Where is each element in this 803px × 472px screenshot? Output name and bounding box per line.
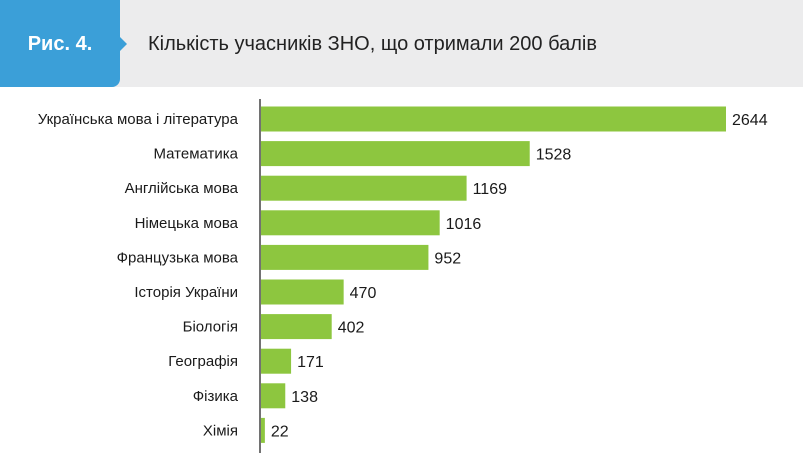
badge-arrow-icon [118,35,127,53]
bar-chart: Українська мова і література 2644 Математи… [38,99,768,453]
value-label: 1169 [473,181,508,198]
value-label: 1528 [536,147,572,164]
bar [261,141,530,167]
bar [261,314,332,340]
category-label: Математика [153,146,238,163]
figure-badge: Рис. 4. [0,0,120,87]
value-label: 171 [297,354,324,371]
bar [261,106,726,132]
bar [261,210,440,236]
figure-header: Рис. 4. Кількість учасників ЗНО, що отри… [0,0,803,87]
category-label: Фізика [193,388,239,405]
bar [261,348,292,374]
category-label: Французька мова [117,249,239,266]
figure-label: Рис. 4. [27,33,93,55]
value-label: 22 [271,423,289,440]
bar [261,383,286,409]
value-label: 402 [338,320,365,337]
category-label: Англійська мова [125,180,239,197]
value-label: 952 [434,250,461,267]
bar [261,279,344,305]
figure-title: Кількість учасників ЗНО, що отримали 200… [148,33,597,55]
category-label: Біологія [183,319,238,336]
value-label: 1016 [446,216,482,233]
bar [261,417,265,443]
bar [261,244,429,270]
value-label: 2644 [732,112,768,129]
value-label: 470 [350,285,377,302]
category-label: Хімія [203,422,238,439]
category-label: Українська мова і література [38,111,239,128]
category-label: Німецька мова [135,215,239,232]
value-label: 138 [291,389,318,406]
bar [261,175,467,201]
category-label: Географія [168,353,238,370]
category-label: Історія України [134,284,238,301]
